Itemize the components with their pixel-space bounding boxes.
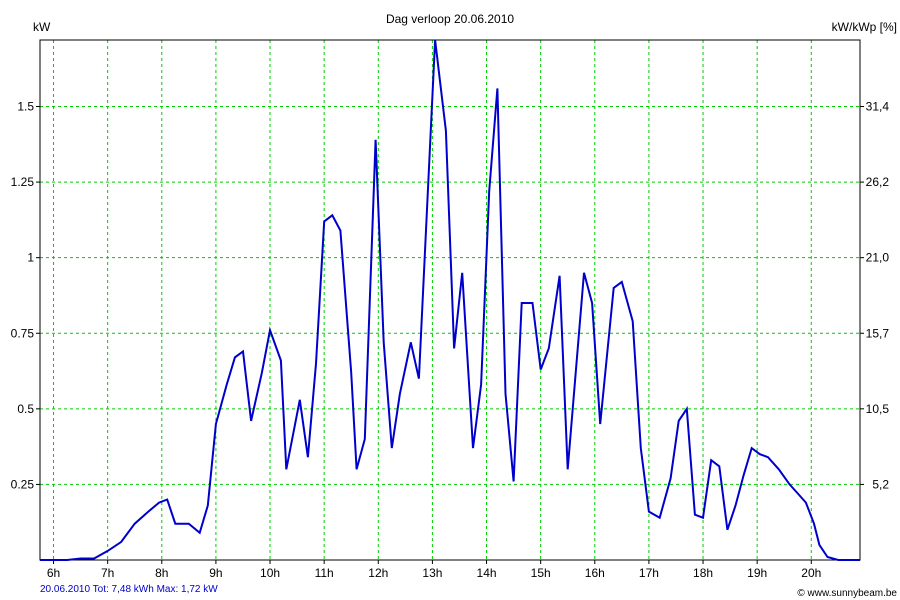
- plot-frame: [39, 39, 861, 561]
- x-tick-label: 12h: [368, 566, 388, 580]
- left-axis: 0.25 0.5 0.75 1 1.25 1.5: [11, 100, 40, 491]
- x-tick-label: 15h: [531, 566, 551, 580]
- x-tick-label: 13h: [422, 566, 442, 580]
- y-tick-label: 1.5: [17, 100, 34, 114]
- x-tick-label: 18h: [693, 566, 713, 580]
- y-tick-label: 1.25: [11, 175, 35, 189]
- y-right-tick-label: 21,0: [866, 251, 890, 265]
- x-tick-label: 19h: [747, 566, 767, 580]
- y-right-tick-label: 26,2: [866, 175, 890, 189]
- x-tick-label: 8h: [155, 566, 168, 580]
- y-right-tick-label: 15,7: [866, 326, 890, 340]
- right-axis: 5,2 10,5 15,7 21,0 26,2 31,4: [860, 100, 890, 491]
- x-tick-label: 14h: [477, 566, 497, 580]
- footer-summary: 20.06.2010 Tot: 7,48 kWh Max: 1,72 kW: [40, 584, 218, 595]
- y-tick-label: 0.25: [11, 477, 35, 491]
- x-tick-label: 17h: [639, 566, 659, 580]
- y-tick-label: 0.75: [11, 326, 35, 340]
- series-line: [40, 39, 860, 561]
- x-axis: 6h 7h 8h 9h 10h 11h 12h 13h 14h 15h 16h 17h 18h 19h 20…: [47, 560, 821, 580]
- right-axis-label: kW/kWp [%]: [832, 20, 897, 34]
- left-axis-label: kW: [33, 20, 51, 34]
- x-tick-label: 10h: [260, 566, 280, 580]
- x-tick-label: 11h: [315, 566, 334, 580]
- x-tick-label: 20h: [801, 566, 821, 580]
- x-tick-label: 16h: [585, 566, 605, 580]
- x-tick-label: 6h: [47, 566, 60, 580]
- y-right-tick-label: 31,4: [866, 100, 890, 114]
- y-tick-label: 0.5: [17, 402, 34, 416]
- y-right-tick-label: 5,2: [872, 477, 889, 491]
- y-right-tick-label: 10,5: [866, 402, 890, 416]
- chart-title: Dag verloop 20.06.2010: [386, 12, 514, 26]
- x-tick-label: 7h: [101, 566, 114, 580]
- footer-credit: © www.sunnybeam.be: [797, 588, 897, 599]
- y-tick-label: 1: [27, 251, 34, 265]
- x-tick-label: 9h: [209, 566, 222, 580]
